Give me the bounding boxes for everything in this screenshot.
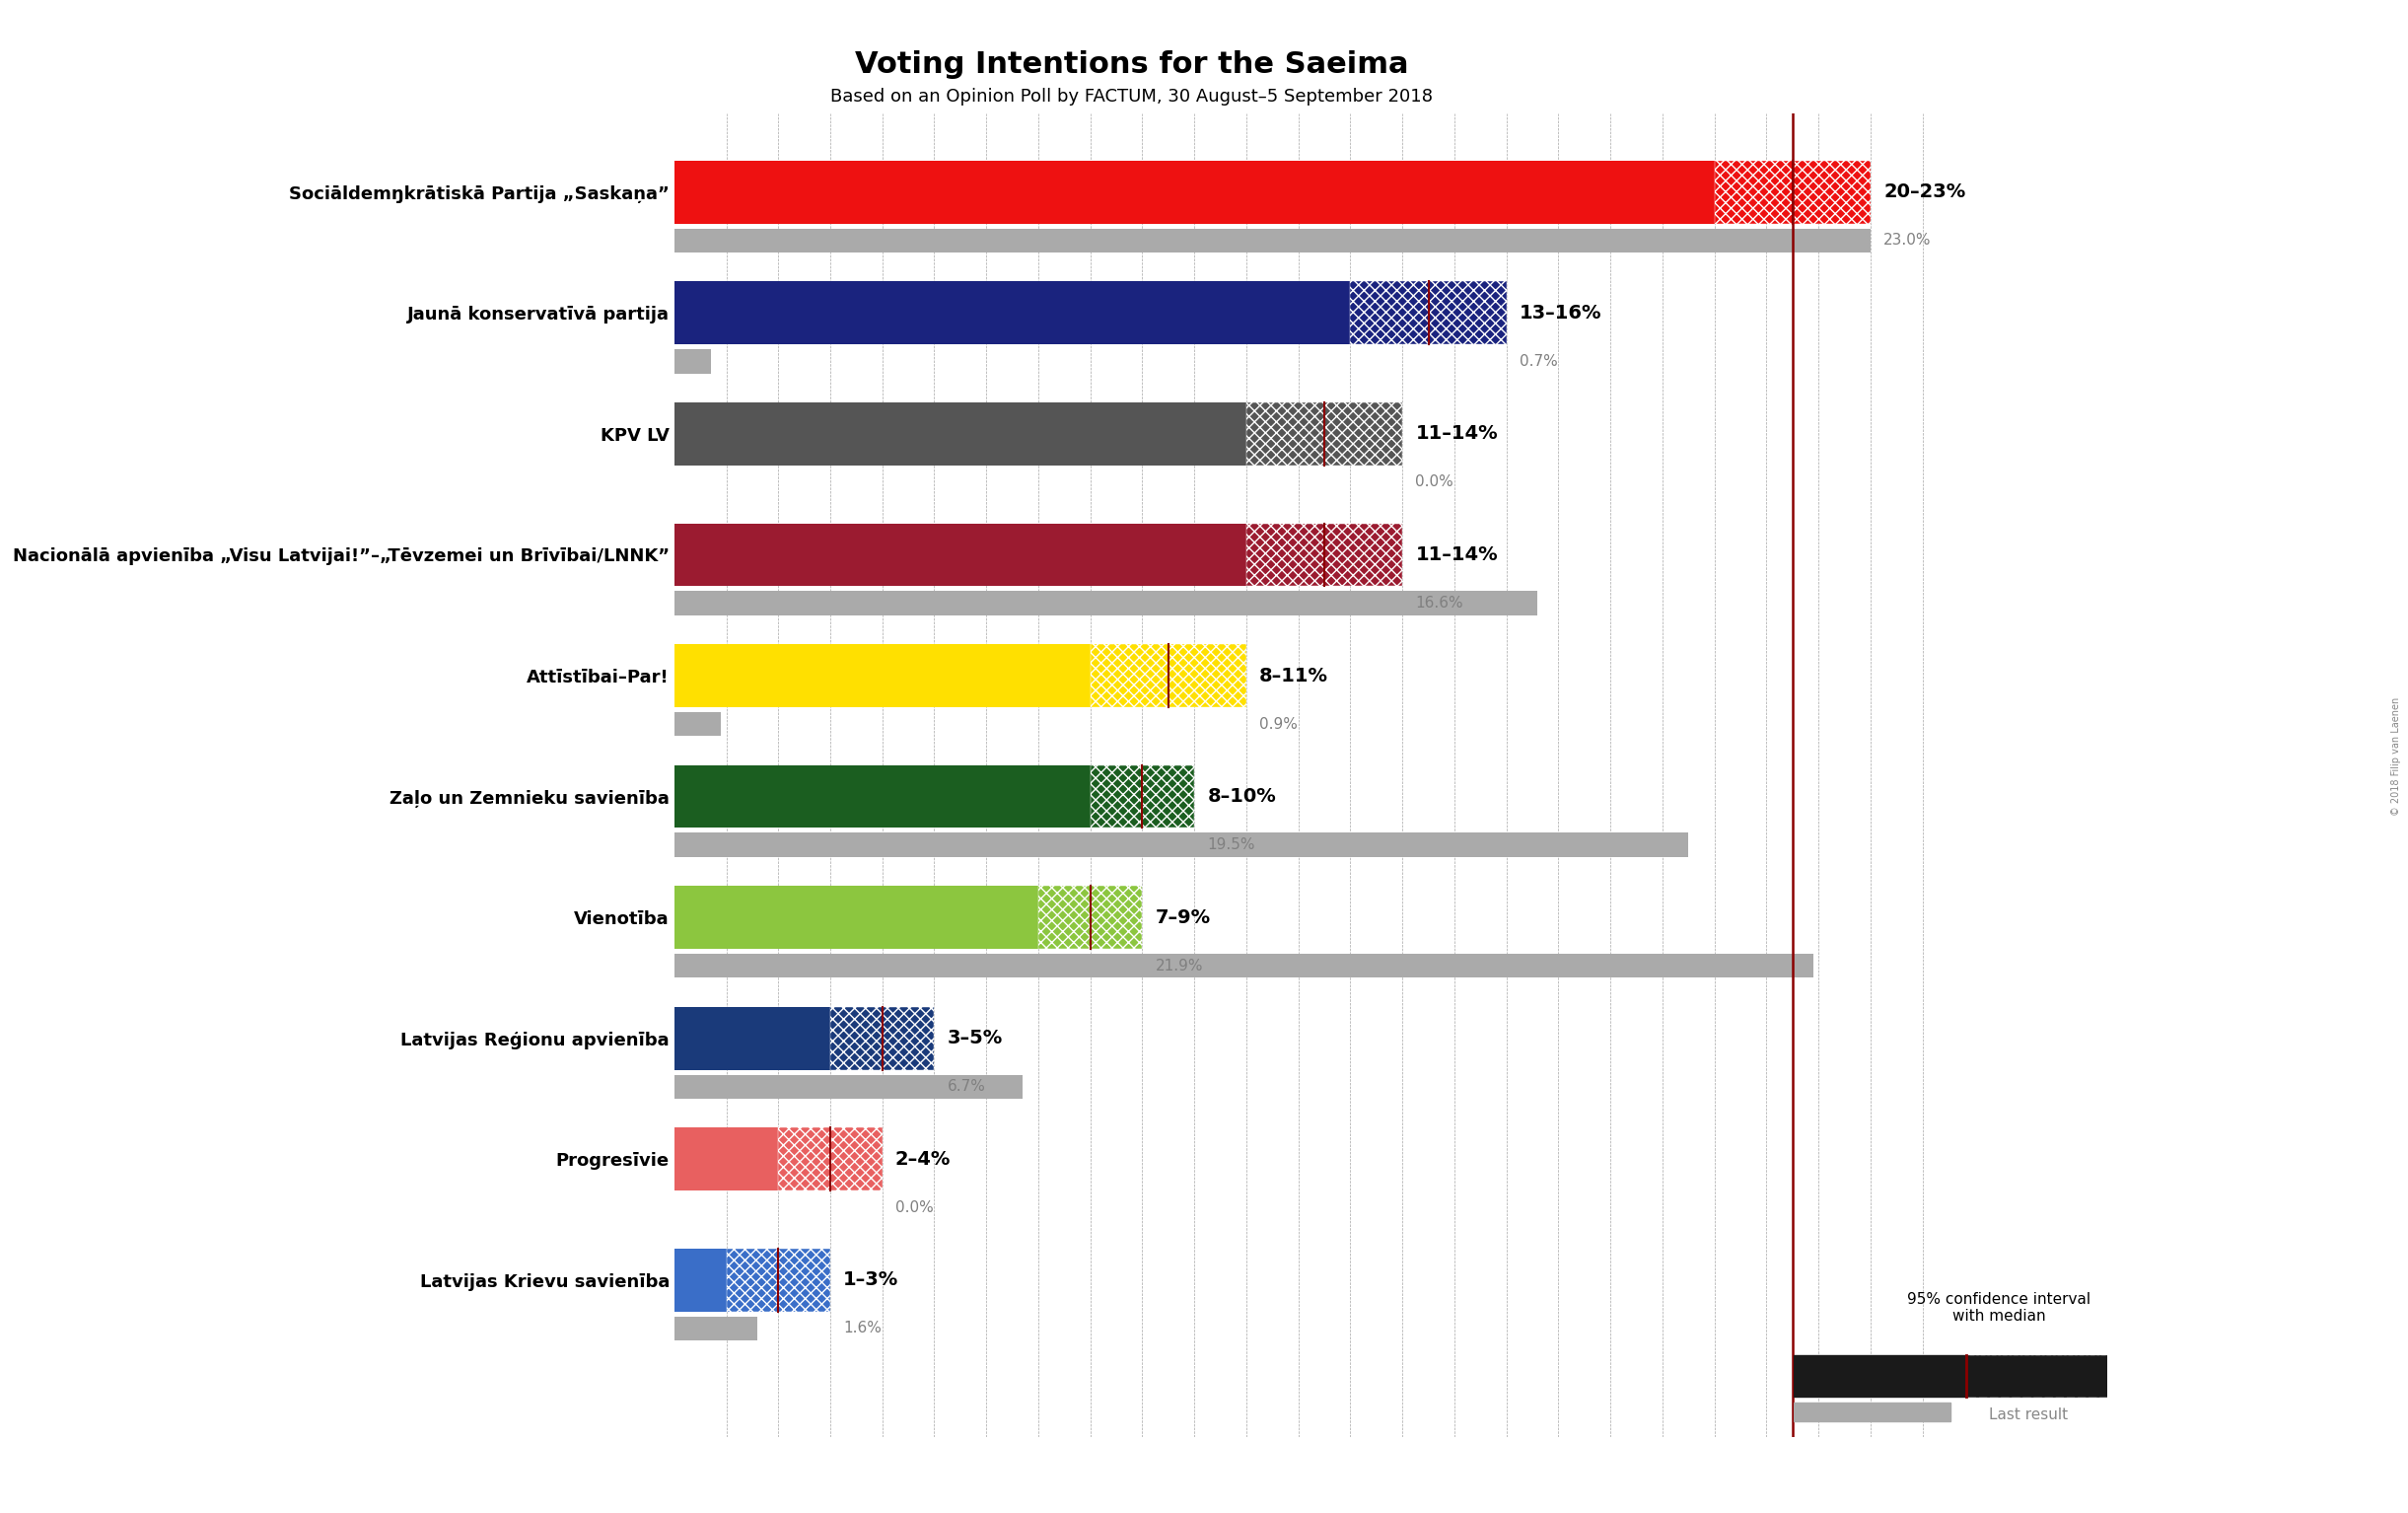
Bar [674,1008,831,1070]
Bar [674,713,720,737]
Text: 21.9%: 21.9% [1156,958,1204,973]
Text: 7–9%: 7–9% [1156,908,1211,927]
Text: 0.0%: 0.0% [1416,475,1454,490]
Bar [674,1127,778,1191]
Bar [674,832,1688,856]
Bar [1794,1403,1950,1422]
Text: 0.9%: 0.9% [1259,717,1298,731]
Text: 13–16%: 13–16% [1519,304,1601,322]
Text: 0.0%: 0.0% [896,1200,934,1215]
Text: 95% confidence interval
with median: 95% confidence interval with median [1907,1292,2090,1324]
Bar [674,592,1539,616]
Text: Voting Intentions for the Saeima: Voting Intentions for the Saeima [855,50,1409,79]
Bar [1247,523,1401,586]
Bar [674,402,1247,466]
Text: 8–10%: 8–10% [1206,787,1276,806]
Text: 1.6%: 1.6% [843,1321,881,1336]
Text: 11–14%: 11–14% [1416,425,1498,443]
Text: 1–3%: 1–3% [843,1271,898,1289]
Text: 6.7%: 6.7% [946,1079,985,1094]
Bar [674,953,1813,977]
Bar [727,1248,831,1312]
Bar [1091,645,1247,707]
Text: 16.6%: 16.6% [1416,596,1464,611]
Text: 11–14%: 11–14% [1416,545,1498,564]
Text: © 2018 Filip van Laenen: © 2018 Filip van Laenen [2391,697,2401,816]
Bar [674,350,710,374]
Bar [674,228,1871,253]
Bar [1247,402,1401,466]
Bar [674,281,1351,345]
Bar [674,523,1247,586]
Text: Last result: Last result [1989,1407,2068,1422]
Text: Based on an Opinion Poll by FACTUM, 30 August–5 September 2018: Based on an Opinion Poll by FACTUM, 30 A… [831,88,1433,106]
Bar [1038,887,1141,949]
Bar [674,1074,1023,1098]
Bar [674,887,1038,949]
Text: 20–23%: 20–23% [1883,183,1965,201]
Bar [674,645,1091,707]
Bar [674,1248,727,1312]
Text: 0.7%: 0.7% [1519,354,1558,369]
Bar [674,1316,759,1341]
Bar [1967,1356,2107,1396]
Bar [1351,281,1507,345]
Text: 3–5%: 3–5% [946,1029,1002,1047]
Bar [674,160,1714,224]
Bar [1091,766,1194,828]
Text: 2–4%: 2–4% [896,1150,951,1168]
Text: 8–11%: 8–11% [1259,666,1329,685]
Bar [1714,160,1871,224]
Bar [674,766,1091,828]
Bar [1794,1356,1967,1396]
Bar [831,1008,934,1070]
Text: 23.0%: 23.0% [1883,233,1931,248]
Bar [778,1127,881,1191]
Text: 19.5%: 19.5% [1206,838,1255,852]
